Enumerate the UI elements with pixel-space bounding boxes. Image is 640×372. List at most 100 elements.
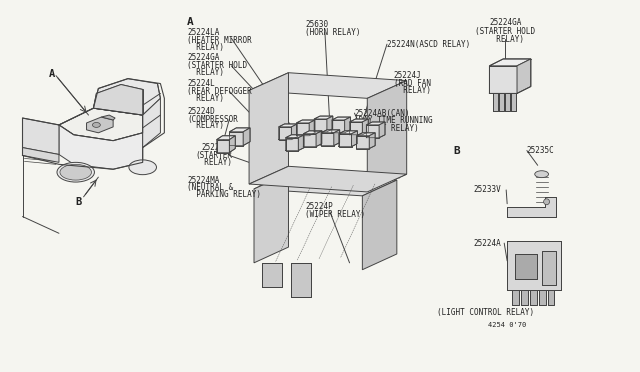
Text: 25235C: 25235C bbox=[527, 146, 555, 155]
Polygon shape bbox=[517, 59, 531, 93]
Text: (STARTER HOLD: (STARTER HOLD bbox=[187, 61, 247, 70]
Ellipse shape bbox=[60, 164, 92, 180]
Text: PARKING RELAY): PARKING RELAY) bbox=[187, 190, 261, 199]
Ellipse shape bbox=[535, 171, 548, 177]
Polygon shape bbox=[59, 108, 143, 141]
Polygon shape bbox=[249, 166, 406, 192]
Polygon shape bbox=[291, 124, 298, 140]
Text: RELAY): RELAY) bbox=[394, 86, 431, 95]
Polygon shape bbox=[59, 125, 143, 169]
Polygon shape bbox=[243, 128, 250, 145]
Polygon shape bbox=[143, 98, 161, 148]
Text: 25224LA: 25224LA bbox=[187, 28, 220, 37]
Text: RELAY): RELAY) bbox=[187, 43, 224, 52]
Polygon shape bbox=[101, 115, 115, 120]
Text: 4254 0'70: 4254 0'70 bbox=[488, 322, 526, 328]
Ellipse shape bbox=[57, 162, 95, 182]
Polygon shape bbox=[499, 93, 504, 111]
Text: RELAY): RELAY) bbox=[187, 68, 224, 77]
Polygon shape bbox=[507, 197, 556, 217]
Polygon shape bbox=[507, 241, 561, 291]
Polygon shape bbox=[366, 125, 379, 138]
Polygon shape bbox=[285, 135, 304, 138]
Polygon shape bbox=[314, 119, 327, 132]
Text: B: B bbox=[76, 197, 82, 207]
Polygon shape bbox=[249, 73, 289, 184]
Text: 25233V: 25233V bbox=[474, 185, 501, 195]
Polygon shape bbox=[278, 124, 298, 127]
Text: 25224MA: 25224MA bbox=[187, 176, 220, 185]
Text: RELAY): RELAY) bbox=[195, 158, 232, 167]
Polygon shape bbox=[278, 127, 291, 140]
Text: 25630: 25630 bbox=[305, 20, 328, 29]
Text: (HORN RELAY): (HORN RELAY) bbox=[305, 28, 361, 37]
Text: 25224P: 25224P bbox=[305, 202, 333, 211]
Text: RELAY): RELAY) bbox=[187, 94, 224, 103]
Polygon shape bbox=[356, 133, 375, 136]
Polygon shape bbox=[356, 136, 369, 148]
Polygon shape bbox=[229, 128, 250, 132]
Polygon shape bbox=[321, 130, 340, 133]
Polygon shape bbox=[321, 133, 334, 145]
Polygon shape bbox=[490, 66, 517, 93]
Polygon shape bbox=[334, 130, 340, 145]
Text: 25224GA: 25224GA bbox=[489, 18, 522, 27]
Polygon shape bbox=[316, 131, 322, 147]
Polygon shape bbox=[339, 131, 357, 134]
Polygon shape bbox=[521, 291, 528, 305]
Polygon shape bbox=[254, 173, 289, 263]
Text: 25224AB(CAN): 25224AB(CAN) bbox=[355, 109, 410, 118]
Text: (STARTER: (STARTER bbox=[195, 151, 232, 160]
Polygon shape bbox=[86, 117, 113, 133]
Polygon shape bbox=[22, 148, 59, 162]
Text: (RAD FAN: (RAD FAN bbox=[394, 79, 431, 88]
Polygon shape bbox=[505, 93, 510, 111]
Polygon shape bbox=[216, 140, 229, 153]
Polygon shape bbox=[349, 122, 362, 135]
Text: 25224D: 25224D bbox=[187, 107, 215, 116]
Text: 25224A: 25224A bbox=[474, 238, 501, 248]
Polygon shape bbox=[303, 131, 322, 134]
Text: RELAY): RELAY) bbox=[187, 121, 224, 131]
Polygon shape bbox=[229, 136, 236, 153]
Polygon shape bbox=[229, 132, 243, 145]
Polygon shape bbox=[309, 120, 315, 136]
Text: (DAY TIME RUNNING: (DAY TIME RUNNING bbox=[355, 116, 433, 125]
Text: (HEATER MIRROR: (HEATER MIRROR bbox=[187, 36, 252, 45]
Polygon shape bbox=[298, 135, 304, 151]
Polygon shape bbox=[296, 120, 315, 123]
Polygon shape bbox=[249, 73, 406, 98]
Polygon shape bbox=[362, 180, 397, 270]
Polygon shape bbox=[296, 123, 309, 136]
Ellipse shape bbox=[543, 199, 550, 205]
Polygon shape bbox=[332, 117, 351, 120]
Polygon shape bbox=[366, 122, 385, 125]
Polygon shape bbox=[327, 116, 333, 132]
Text: B: B bbox=[453, 145, 460, 155]
Ellipse shape bbox=[129, 160, 156, 175]
Polygon shape bbox=[262, 263, 282, 288]
Polygon shape bbox=[512, 291, 519, 305]
Polygon shape bbox=[539, 291, 545, 305]
Polygon shape bbox=[541, 251, 556, 285]
Polygon shape bbox=[285, 138, 298, 151]
Polygon shape bbox=[490, 59, 531, 66]
Polygon shape bbox=[332, 120, 344, 133]
Polygon shape bbox=[349, 119, 368, 122]
Polygon shape bbox=[379, 122, 385, 138]
Polygon shape bbox=[367, 81, 406, 192]
Polygon shape bbox=[303, 134, 316, 147]
Text: A: A bbox=[49, 69, 55, 79]
Polygon shape bbox=[22, 118, 59, 154]
Polygon shape bbox=[314, 116, 333, 119]
Polygon shape bbox=[291, 263, 311, 297]
Text: 25224J: 25224J bbox=[394, 71, 422, 80]
Polygon shape bbox=[216, 136, 236, 140]
Text: (REAR DEFOGGER: (REAR DEFOGGER bbox=[187, 87, 252, 96]
Text: LIGHT RELAY): LIGHT RELAY) bbox=[355, 124, 419, 134]
Text: RELAY): RELAY) bbox=[486, 35, 524, 44]
Text: (COMPRESSOR: (COMPRESSOR bbox=[187, 115, 238, 124]
Text: (WIPER RELAY): (WIPER RELAY) bbox=[305, 210, 365, 219]
Text: 25224L: 25224L bbox=[187, 79, 215, 88]
Text: (LIGHT CONTROL RELAY): (LIGHT CONTROL RELAY) bbox=[437, 308, 534, 317]
